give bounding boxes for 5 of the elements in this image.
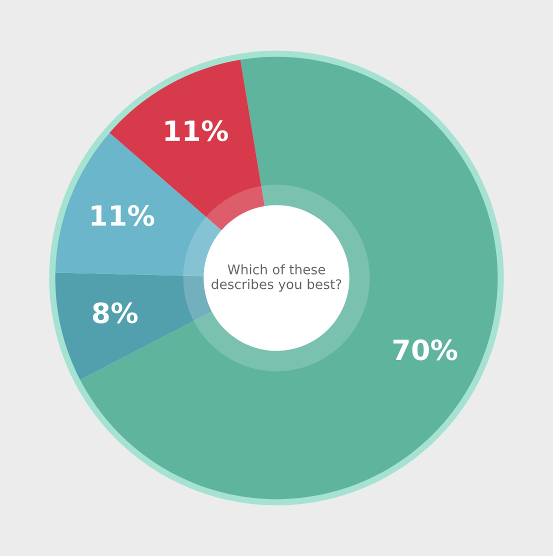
data-label: 70% <box>393 339 458 360</box>
text: Which of these describes you best? <box>212 264 342 292</box>
data-label: 8% <box>92 302 138 324</box>
data-label: 11% <box>92 205 154 226</box>
data-label: 11% <box>165 120 228 142</box>
